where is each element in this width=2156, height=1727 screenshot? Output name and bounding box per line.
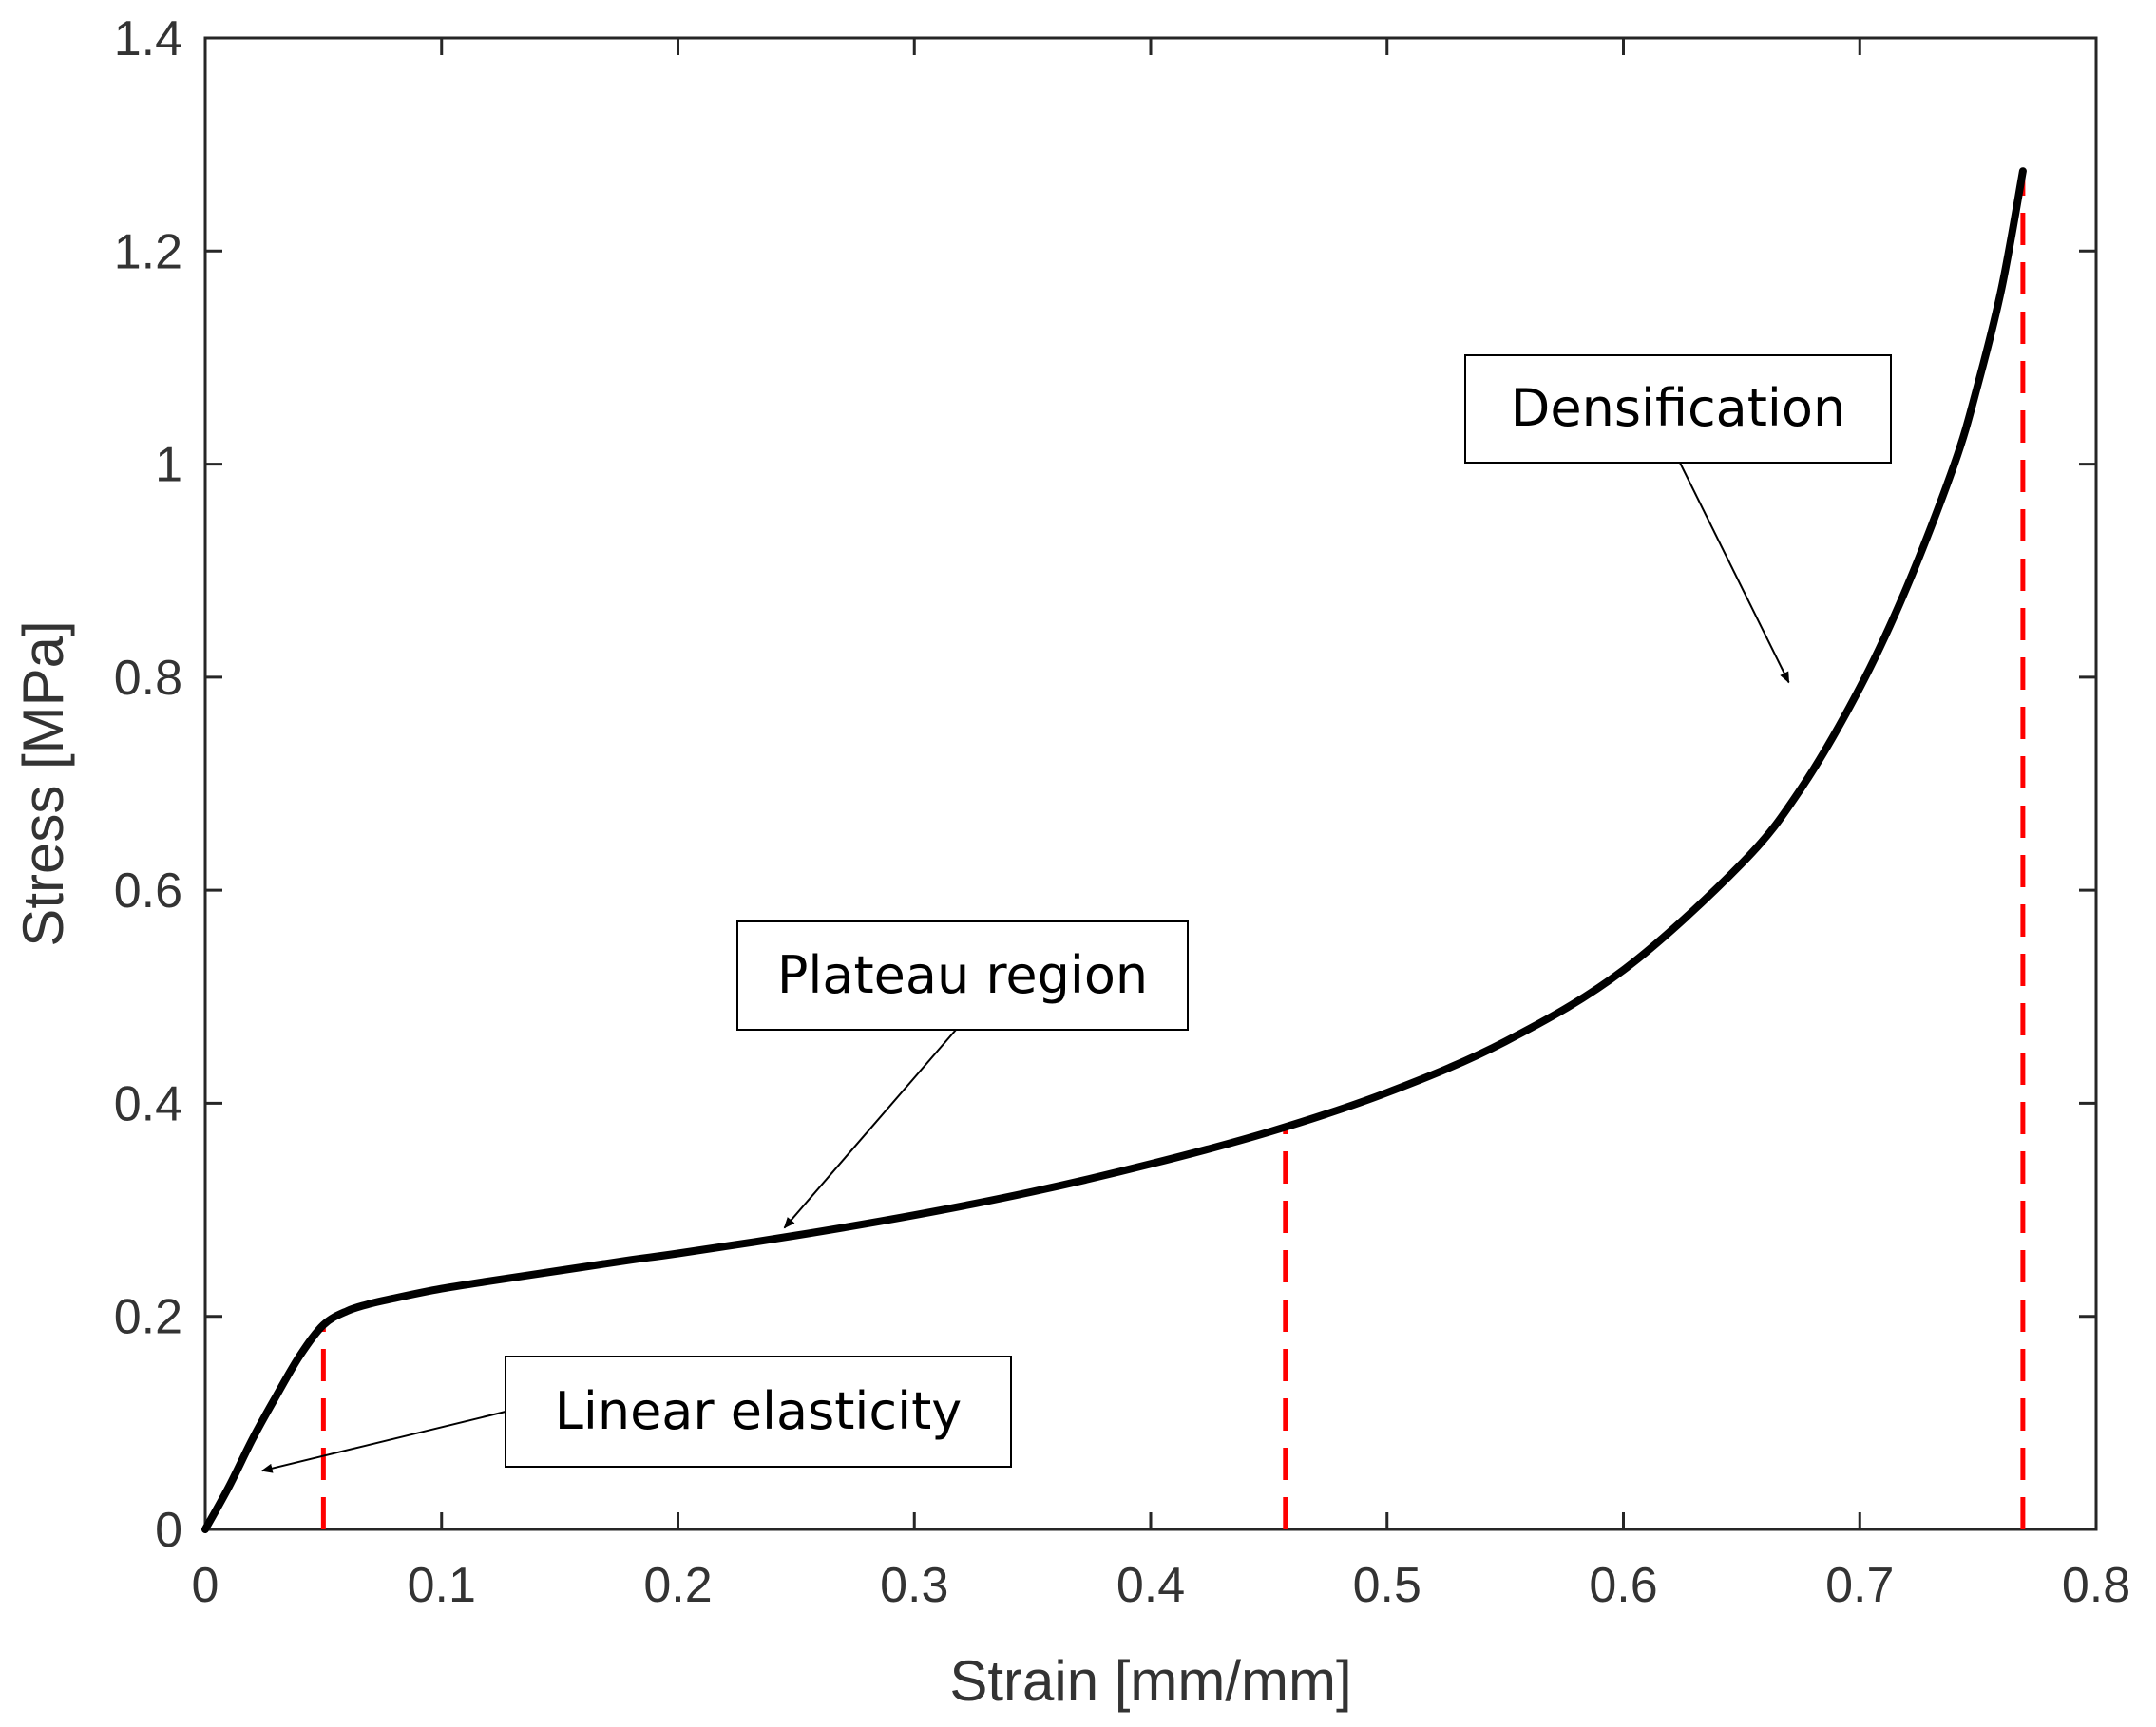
annotation-arrow (783, 1029, 957, 1229)
x-tick-label: 0.7 (1825, 1558, 1894, 1613)
annotation-box (505, 1356, 1012, 1468)
plot-area-frame (203, 36, 2098, 1531)
annotation-label: Densification (1511, 378, 1845, 438)
x-axis-tick-labels: 0 0.1 0.2 0.3 0.4 0.5 0.6 0.7 0.8 (192, 1558, 2131, 1613)
annotation-arrow (1679, 462, 1790, 684)
x-tick-label: 0.2 (643, 1558, 712, 1613)
y-tick-label: 1 (155, 438, 182, 493)
y-tick-label: 0.2 (114, 1290, 182, 1345)
x-tick-label: 0.6 (1589, 1558, 1657, 1613)
x-axis-title: Strain [mm/mm] (949, 1649, 1351, 1713)
annotation-label: Linear elasticity (555, 1381, 962, 1441)
stress-strain-curve (201, 167, 2027, 1533)
y-axis-tick-labels: 0 0.2 0.4 0.6 0.8 1 1.2 1.4 (114, 11, 182, 1558)
x-tick-label: 0.8 (2062, 1558, 2130, 1613)
annotation-label: Plateau region (777, 945, 1148, 1005)
y-tick-label: 0.4 (114, 1076, 182, 1131)
reference-lines (320, 171, 2026, 1529)
x-tick-label: 0.4 (1116, 1558, 1185, 1613)
tick-marks (203, 36, 2098, 1531)
x-tick-label: 0.5 (1353, 1558, 1421, 1613)
annotation-densification: Densification (1464, 354, 1892, 684)
y-tick-label: 0.6 (114, 864, 182, 919)
y-axis-title: Stress [MPa] (11, 620, 75, 946)
annotation-plateau-region: Plateau region (736, 920, 1189, 1229)
x-tick-label: 0.1 (408, 1558, 476, 1613)
annotation-box (736, 920, 1189, 1031)
y-tick-label: 0.8 (114, 651, 182, 706)
y-tick-label: 0 (155, 1503, 182, 1558)
annotation-arrow (260, 1411, 506, 1473)
annotation-linear-elasticity: Linear elasticity (260, 1356, 1012, 1473)
x-tick-label: 0.3 (880, 1558, 948, 1613)
annotation-box (1464, 354, 1892, 464)
x-tick-label: 0 (192, 1558, 219, 1613)
y-tick-label: 1.4 (114, 11, 182, 66)
y-tick-label: 1.2 (114, 224, 182, 279)
